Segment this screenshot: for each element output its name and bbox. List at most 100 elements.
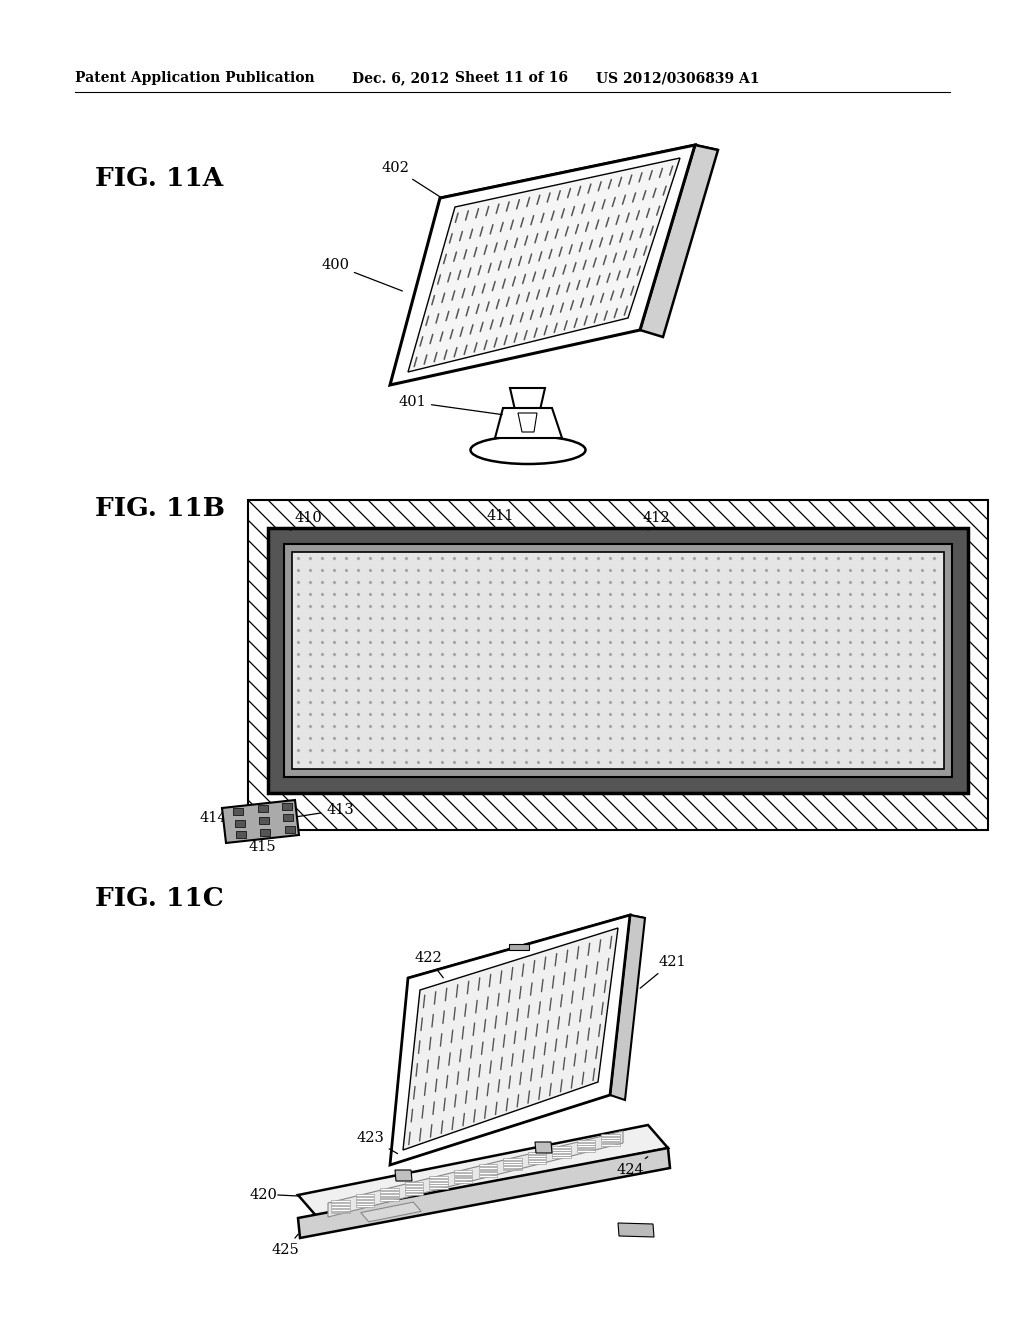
Polygon shape	[331, 1212, 349, 1213]
Text: 413: 413	[298, 803, 354, 817]
Polygon shape	[552, 1146, 570, 1148]
Polygon shape	[331, 1209, 349, 1210]
Text: 421: 421	[640, 954, 686, 989]
Polygon shape	[577, 1140, 595, 1142]
Text: FIG. 11C: FIG. 11C	[95, 886, 224, 911]
Polygon shape	[404, 1191, 423, 1192]
Polygon shape	[380, 1197, 398, 1199]
Polygon shape	[390, 145, 695, 385]
Bar	[292, 552, 944, 770]
Bar	[268, 528, 968, 793]
Polygon shape	[454, 1176, 472, 1177]
Polygon shape	[355, 1200, 374, 1201]
Polygon shape	[355, 1197, 374, 1199]
Bar	[284, 544, 952, 777]
Text: 400: 400	[321, 257, 402, 290]
Polygon shape	[429, 1187, 447, 1189]
Polygon shape	[454, 1179, 472, 1180]
Polygon shape	[478, 1170, 497, 1171]
Polygon shape	[478, 1167, 497, 1168]
Polygon shape	[527, 1152, 546, 1154]
Polygon shape	[601, 1142, 620, 1143]
Text: 412: 412	[642, 511, 670, 531]
Polygon shape	[495, 408, 562, 438]
Text: 402: 402	[381, 161, 442, 198]
Polygon shape	[552, 1156, 570, 1158]
Text: Patent Application Publication: Patent Application Publication	[75, 71, 314, 84]
Polygon shape	[355, 1195, 374, 1196]
Polygon shape	[408, 158, 680, 372]
Polygon shape	[577, 1146, 595, 1147]
Text: Sheet 11 of 16: Sheet 11 of 16	[455, 71, 568, 84]
Bar	[258, 805, 268, 812]
Polygon shape	[328, 1131, 623, 1217]
Polygon shape	[380, 1200, 398, 1201]
Polygon shape	[518, 413, 537, 432]
Polygon shape	[601, 1137, 620, 1139]
Polygon shape	[610, 915, 645, 1100]
Text: 424: 424	[616, 1156, 648, 1177]
Polygon shape	[380, 1193, 398, 1196]
Polygon shape	[478, 1175, 497, 1176]
Polygon shape	[527, 1158, 546, 1159]
Bar	[285, 826, 295, 833]
Polygon shape	[552, 1151, 570, 1154]
Polygon shape	[331, 1206, 349, 1208]
Polygon shape	[527, 1160, 546, 1162]
Polygon shape	[331, 1204, 349, 1205]
Polygon shape	[298, 1148, 670, 1238]
Bar	[248, 500, 988, 830]
Polygon shape	[222, 800, 299, 843]
Polygon shape	[454, 1171, 472, 1172]
Polygon shape	[429, 1179, 447, 1181]
Polygon shape	[403, 928, 618, 1150]
Text: FIG. 11B: FIG. 11B	[95, 495, 225, 520]
Polygon shape	[601, 1144, 620, 1146]
Text: 410: 410	[290, 511, 322, 531]
Text: 423: 423	[356, 1131, 397, 1154]
Polygon shape	[601, 1134, 620, 1137]
Polygon shape	[395, 1170, 412, 1181]
Bar	[509, 944, 529, 949]
Text: 425: 425	[271, 1234, 299, 1257]
Bar	[260, 829, 270, 836]
Polygon shape	[331, 1200, 349, 1203]
Polygon shape	[390, 915, 630, 1166]
Polygon shape	[535, 1142, 552, 1152]
Ellipse shape	[470, 436, 586, 465]
Polygon shape	[552, 1154, 570, 1155]
Polygon shape	[552, 1148, 570, 1151]
Polygon shape	[408, 915, 645, 982]
Text: 422: 422	[414, 950, 443, 978]
Bar	[284, 814, 294, 821]
Polygon shape	[404, 1183, 423, 1184]
Polygon shape	[355, 1203, 374, 1205]
Polygon shape	[440, 145, 718, 202]
Polygon shape	[527, 1163, 546, 1164]
Polygon shape	[601, 1139, 620, 1140]
Polygon shape	[510, 388, 545, 411]
Polygon shape	[503, 1160, 521, 1163]
Text: US 2012/0306839 A1: US 2012/0306839 A1	[596, 71, 760, 84]
Bar	[259, 817, 269, 824]
Bar	[234, 820, 245, 826]
Text: 401: 401	[398, 395, 502, 414]
Polygon shape	[454, 1173, 472, 1175]
Text: 415: 415	[248, 836, 275, 854]
Polygon shape	[298, 1125, 668, 1218]
Polygon shape	[404, 1188, 423, 1189]
Polygon shape	[404, 1185, 423, 1187]
Text: 411: 411	[486, 510, 514, 528]
Polygon shape	[360, 1203, 421, 1222]
Polygon shape	[503, 1163, 521, 1166]
Polygon shape	[503, 1159, 521, 1160]
Polygon shape	[404, 1193, 423, 1195]
Polygon shape	[527, 1155, 546, 1156]
Polygon shape	[429, 1176, 447, 1179]
Polygon shape	[577, 1150, 595, 1152]
Polygon shape	[454, 1181, 472, 1183]
Polygon shape	[380, 1188, 398, 1191]
Polygon shape	[380, 1191, 398, 1193]
Polygon shape	[577, 1143, 595, 1144]
Text: 414: 414	[200, 810, 226, 825]
